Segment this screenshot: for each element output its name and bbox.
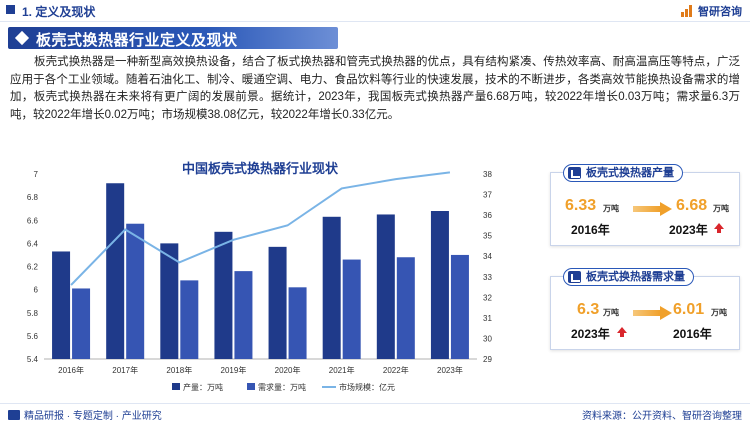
y-left-tick-label: 5.6: [27, 332, 39, 341]
intro-paragraph: 板壳式换热器是一种新型高效换热设备，结合了板式换热器和管壳式换热器的优点，具有结…: [10, 56, 740, 121]
production-card: 板壳式换热器产量 6.33 万吨 2016年 6.68 万吨 2023年: [550, 164, 740, 246]
production-bar: [52, 251, 71, 359]
industry-chart: 5.4 5.6 5.8 6 6.2 6.4 6.6 6.8 7 29 30 31 32 33 34 35 36 3…: [27, 170, 493, 392]
brand-bars-icon: [681, 5, 695, 17]
demand-bar: [126, 223, 145, 359]
x-tick-label: 2023年: [437, 365, 463, 375]
up-arrow-icon: [714, 223, 724, 233]
y-left-tick-label: 6.4: [27, 239, 39, 248]
demand-card-title: 板壳式换热器需求量: [563, 268, 694, 286]
production-bar: [214, 231, 233, 359]
footer: 精品研报 · 专题定制 · 产业研究 资料来源：公开资料、智研咨询整理: [0, 403, 750, 421]
demand-left-unit: 万吨: [603, 308, 619, 317]
demand-card: 板壳式换热器需求量 6.3 万吨 2023年 6.01 万吨 2016年: [550, 268, 740, 350]
footer-source: 资料来源：公开资料、智研咨询整理: [582, 411, 742, 421]
production-card-title: 板壳式换热器产量: [563, 164, 683, 182]
brand-name: 智研咨询: [698, 6, 742, 18]
demand-bar: [450, 254, 469, 359]
production-from-value: 6.33: [565, 197, 597, 214]
y-right-tick-label: 30: [483, 334, 492, 343]
production-bar: [160, 243, 179, 359]
production-bar: [430, 211, 449, 359]
y-right-tick-label: 35: [483, 232, 492, 241]
demand-card-label: 板壳式换热器需求量: [586, 271, 685, 283]
demand-right-unit: 万吨: [711, 308, 727, 317]
y-left-tick-label: 7: [34, 170, 39, 179]
y-left-tick-label: 6: [34, 286, 39, 295]
chart-icon: [568, 271, 581, 283]
production-to-value: 6.68: [676, 197, 708, 214]
y-left-tick-label: 5.8: [27, 309, 39, 318]
y-right-tick-label: 37: [483, 191, 492, 200]
y-left-tick-label: 5.4: [27, 355, 39, 364]
chart-title: 中国板壳式换热器行业现状: [181, 161, 338, 176]
y-right-tick-label: 34: [483, 252, 492, 261]
arrow-right-icon: [633, 306, 673, 320]
legend-swatch: [247, 383, 255, 390]
legend-label: 市场规模：亿元: [339, 382, 395, 392]
arrow-right-icon: [633, 202, 673, 216]
y-left-tick-label: 6.8: [27, 193, 39, 202]
legend-label: 需求量：万吨: [258, 382, 306, 392]
section-square-icon: [6, 5, 15, 14]
y-left-tick-label: 6.6: [27, 216, 39, 225]
x-tick-label: 2021年: [329, 365, 355, 375]
diamond-icon: [14, 30, 30, 46]
x-tick-label: 2022年: [383, 365, 409, 375]
book-icon: [8, 409, 20, 420]
y-right-tick-label: 29: [483, 355, 492, 364]
legend-label: 产量：万吨: [183, 382, 223, 392]
section-title: 1. 定义及现状: [22, 5, 96, 19]
production-to-year: 2023年: [669, 223, 708, 237]
page-title: 板壳式换热器行业定义及现状: [36, 32, 238, 49]
y-right-tick-label: 33: [483, 273, 492, 282]
production-from-year: 2016年: [571, 223, 610, 237]
y-right-tick-label: 32: [483, 293, 492, 302]
x-tick-label: 2017年: [112, 365, 138, 375]
production-to-unit: 万吨: [713, 204, 729, 213]
demand-bar: [396, 257, 415, 359]
brand-logo-area: 智研咨询: [681, 3, 742, 19]
demand-bar: [72, 288, 91, 359]
market-size-line: [70, 171, 451, 286]
demand-bar: [234, 271, 253, 359]
demand-bar: [288, 287, 307, 359]
footer-left: 精品研报 · 专题定制 · 产业研究: [8, 407, 162, 421]
x-tick-label: 2020年: [275, 365, 301, 375]
production-from-unit: 万吨: [603, 204, 619, 213]
chart-icon: [568, 167, 581, 179]
y-right-tick-label: 36: [483, 211, 492, 220]
y-left-tick-label: 6.2: [27, 263, 39, 272]
production-card-label: 板壳式换热器产量: [586, 167, 674, 179]
x-tick-label: 2016年: [58, 365, 84, 375]
production-bar: [322, 216, 341, 359]
up-arrow-icon: [617, 327, 627, 337]
demand-bar: [342, 259, 361, 359]
x-tick-label: 2018年: [166, 365, 192, 375]
x-tick-label: 2019年: [221, 365, 247, 375]
demand-left-value: 6.3: [577, 301, 600, 318]
y-right-tick-label: 31: [483, 314, 492, 323]
demand-bar: [180, 280, 199, 359]
demand-right-year: 2016年: [673, 327, 712, 341]
production-bar: [376, 214, 395, 359]
title-banner: 板壳式换热器行业定义及现状: [8, 27, 338, 49]
production-bar: [268, 246, 287, 359]
legend-swatch: [172, 383, 180, 390]
y-right-tick-label: 38: [483, 170, 492, 179]
production-bar: [106, 183, 125, 359]
top-header: 1. 定义及现状 智研咨询: [0, 0, 750, 22]
footer-left-text: 精品研报 · 专题定制 · 产业研究: [24, 411, 162, 421]
demand-right-value: 6.01: [673, 301, 705, 318]
demand-left-year: 2023年: [571, 327, 610, 341]
